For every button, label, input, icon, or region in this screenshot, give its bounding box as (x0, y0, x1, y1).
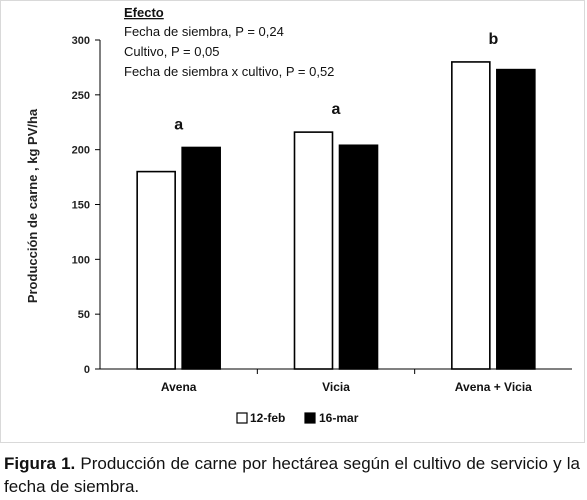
annotation-heading: Efecto (124, 5, 164, 20)
bar-16-mar (338, 144, 379, 370)
significance-letter: a (174, 116, 183, 133)
y-tick-label: 250 (72, 90, 90, 102)
caption-label: Figura 1. (4, 454, 76, 473)
bar-chart: Producción de carne , kg PV/ha 0 50 100 150… (25, 5, 572, 425)
effects-annotation: Efecto Fecha de siembra, P = 0,24 Cultiv… (124, 5, 334, 79)
caption-text: Producción de carne por hectárea según e… (4, 454, 581, 496)
figure-caption: Figura 1. Producción de carne por hectár… (4, 452, 580, 498)
annotation-line: Fecha de siembra, P = 0,24 (124, 24, 284, 39)
annotation-line: Cultivo, P = 0,05 (124, 44, 220, 59)
x-tick-label: Avena + Vicia (455, 380, 532, 394)
legend-label-16-mar: 16-mar (319, 411, 359, 425)
y-tick-label: 50 (78, 309, 90, 321)
bar-12-feb (451, 61, 491, 370)
y-axis-title: Producción de carne , kg PV/ha (25, 108, 40, 303)
x-tick-label: Vicia (322, 380, 350, 394)
significance-letter: b (488, 31, 498, 48)
bar-12-feb (293, 131, 334, 370)
bar-16-mar (496, 68, 536, 370)
legend-swatch-16-mar (304, 412, 316, 424)
bar-16-mar (181, 146, 221, 370)
y-tick-label: 200 (72, 145, 90, 157)
legend-swatch-12-feb (236, 412, 248, 424)
x-tick-label: Avena (161, 380, 197, 394)
legend-label-12-feb: 12-feb (250, 411, 285, 425)
y-tick-label: 100 (72, 254, 90, 266)
legend: 12-feb 16-mar (236, 411, 359, 425)
significance-letter: a (332, 101, 341, 118)
y-tick-label: 0 (84, 364, 90, 376)
y-tick-label: 150 (72, 200, 90, 212)
bar-12-feb (136, 170, 176, 370)
y-tick-label: 300 (72, 35, 90, 47)
annotation-line: Fecha de siembra x cultivo, P = 0,52 (124, 64, 334, 79)
